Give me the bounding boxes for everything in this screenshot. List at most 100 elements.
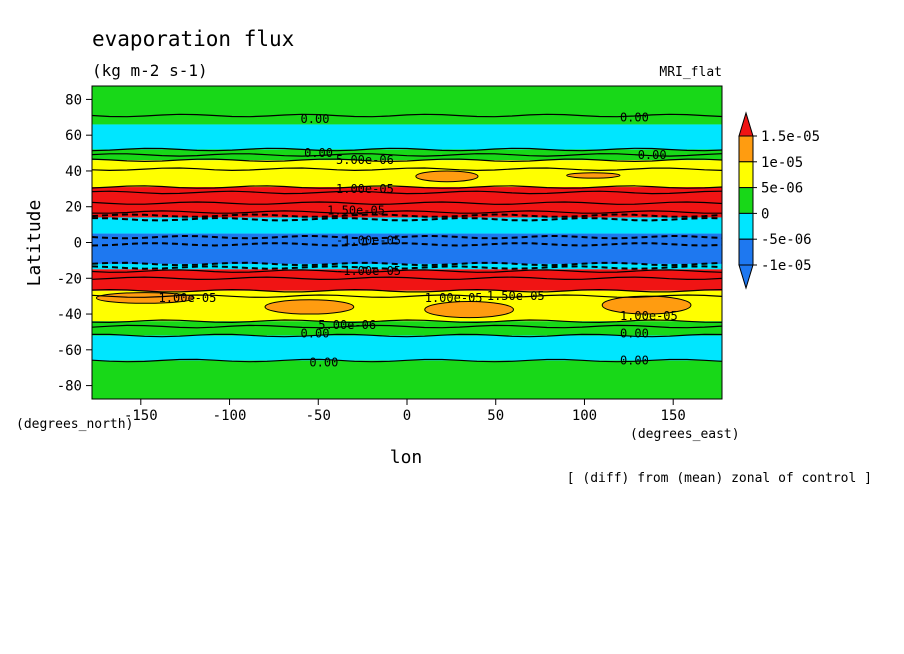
contour-line-10	[92, 217, 722, 222]
colorbar-segment	[738, 135, 754, 163]
contour-line-7	[92, 201, 722, 205]
contour-label-13: 5.00e-06	[318, 318, 376, 332]
x-tick-label: 100	[572, 408, 597, 424]
contour-line-6	[92, 190, 722, 195]
contour-line-2	[92, 153, 722, 157]
colorbar-label: 0	[761, 206, 769, 222]
band-10	[92, 321, 722, 336]
y-tick-label: 80	[65, 92, 82, 108]
contour-label-10: 1.00e-05	[425, 291, 483, 305]
x-axis: -150 -100 -50 0 50 100 150	[124, 399, 686, 424]
contour-label-12: 1.00e-05	[620, 309, 678, 323]
contour-line-9	[92, 213, 722, 218]
contour-line-8	[92, 210, 722, 214]
contour-label-4: 5.00e-06	[336, 153, 394, 167]
contour-line-0	[92, 113, 722, 118]
x-axis-label: lon	[390, 447, 423, 468]
band-2	[92, 149, 722, 161]
colorbar-segment	[738, 161, 754, 189]
band-7	[92, 263, 722, 270]
contour-line-12	[92, 242, 722, 247]
contour-line-21	[92, 333, 722, 338]
colorbar: -1e-05 -5e-06 0 5e-06 1e-05 1.5e-05	[738, 111, 820, 290]
patch-1	[566, 172, 621, 179]
band-3	[92, 160, 722, 188]
x-tick-label: 150	[661, 408, 686, 424]
colorbar-under-arrow	[738, 264, 754, 290]
colorbar-label: 1.5e-05	[761, 129, 820, 145]
y-tick-label: -20	[57, 271, 82, 287]
y-tick-label: -80	[57, 379, 82, 395]
y-tick-label: 60	[65, 128, 82, 144]
contour-label-5: 1.00e-05	[336, 182, 394, 196]
contour-line-11	[92, 234, 722, 240]
chart-title: evaporation flux	[92, 27, 294, 51]
x-tick-label: -100	[213, 408, 247, 424]
contour-label-6: 1.50e-05	[327, 203, 385, 217]
contour-line-4	[92, 167, 722, 172]
band-11	[92, 335, 722, 361]
y-unit-label: (degrees_north)	[16, 417, 133, 432]
contour-line-17	[92, 288, 722, 293]
colorbar-label: 5e-06	[761, 181, 803, 197]
band-0	[92, 86, 722, 125]
contour-label-7: -1.00e-05	[336, 234, 401, 248]
x-tick-label: 50	[487, 408, 504, 424]
contour-line-1	[92, 147, 722, 152]
chart-units: (kg m-2 s-1)	[92, 61, 208, 80]
contour-label-15: 0.00	[620, 327, 649, 341]
contour-line-3	[92, 158, 722, 163]
contour-labels: 0.00 0.000.00 0.005.00e-061.00e-051.50e-05…	[159, 110, 678, 369]
colorbar-label: 1e-05	[761, 155, 803, 171]
contour-label-14: 0.00	[301, 327, 330, 341]
contour-lines	[92, 113, 722, 363]
x-tick-label: -50	[306, 408, 331, 424]
contour-line-16	[92, 276, 722, 281]
colorbar-segment	[738, 187, 754, 214]
band-1	[92, 124, 722, 150]
colorbar-over-arrow	[738, 111, 754, 137]
contour-label-1: 0.00	[620, 110, 649, 124]
contour-line-20	[92, 324, 722, 329]
contour-line-5	[92, 185, 722, 189]
contour-label-16: 0.00	[309, 355, 338, 369]
contour-label-3: 0.00	[638, 148, 667, 162]
patch-0	[415, 170, 479, 183]
patch-4	[424, 301, 514, 319]
y-tick-label: -40	[57, 307, 82, 323]
contour-line-13	[92, 261, 722, 267]
contour-label-17: 0.00	[620, 354, 649, 368]
patch-3	[264, 299, 355, 315]
x-tick-label: -150	[124, 408, 158, 424]
contour-label-11: 1.50e-05	[487, 289, 545, 303]
contour-line-15	[92, 269, 722, 273]
contour-label-2: 0.00	[304, 146, 333, 160]
contour-line-18	[92, 294, 722, 298]
contour-label-8: -1.00e-05	[336, 264, 401, 278]
patch-2	[95, 292, 195, 304]
contour-label-9: 1.00e-05	[159, 291, 217, 305]
contour-label-0: 0.00	[301, 112, 330, 126]
comparison-note: [ (diff) from (mean) zonal of control ]	[567, 471, 872, 486]
plot-area	[92, 86, 722, 399]
model-label: MRI_flat	[659, 65, 722, 80]
band-5	[92, 217, 722, 234]
contour-line-22	[92, 358, 722, 363]
contour-line-19	[92, 319, 722, 324]
colorbar-segment	[738, 238, 754, 266]
contour-line-14	[92, 265, 722, 270]
y-axis-label: Latitude	[24, 200, 45, 287]
y-axis: 80 60 40 20 0 -20 -40 -60 -80	[57, 92, 92, 395]
band-8	[92, 269, 722, 291]
y-tick-label: -60	[57, 343, 82, 359]
x-tick-label: 0	[403, 408, 411, 424]
band-12	[92, 360, 722, 399]
y-tick-label: 0	[74, 236, 82, 252]
colorbar-label: -1e-05	[761, 258, 812, 274]
colorbar-label: -5e-06	[761, 232, 812, 248]
colorbar-segment	[738, 212, 754, 240]
y-tick-label: 40	[65, 164, 82, 180]
y-tick-label: 20	[65, 200, 82, 216]
x-unit-label: (degrees_east)	[630, 427, 740, 442]
